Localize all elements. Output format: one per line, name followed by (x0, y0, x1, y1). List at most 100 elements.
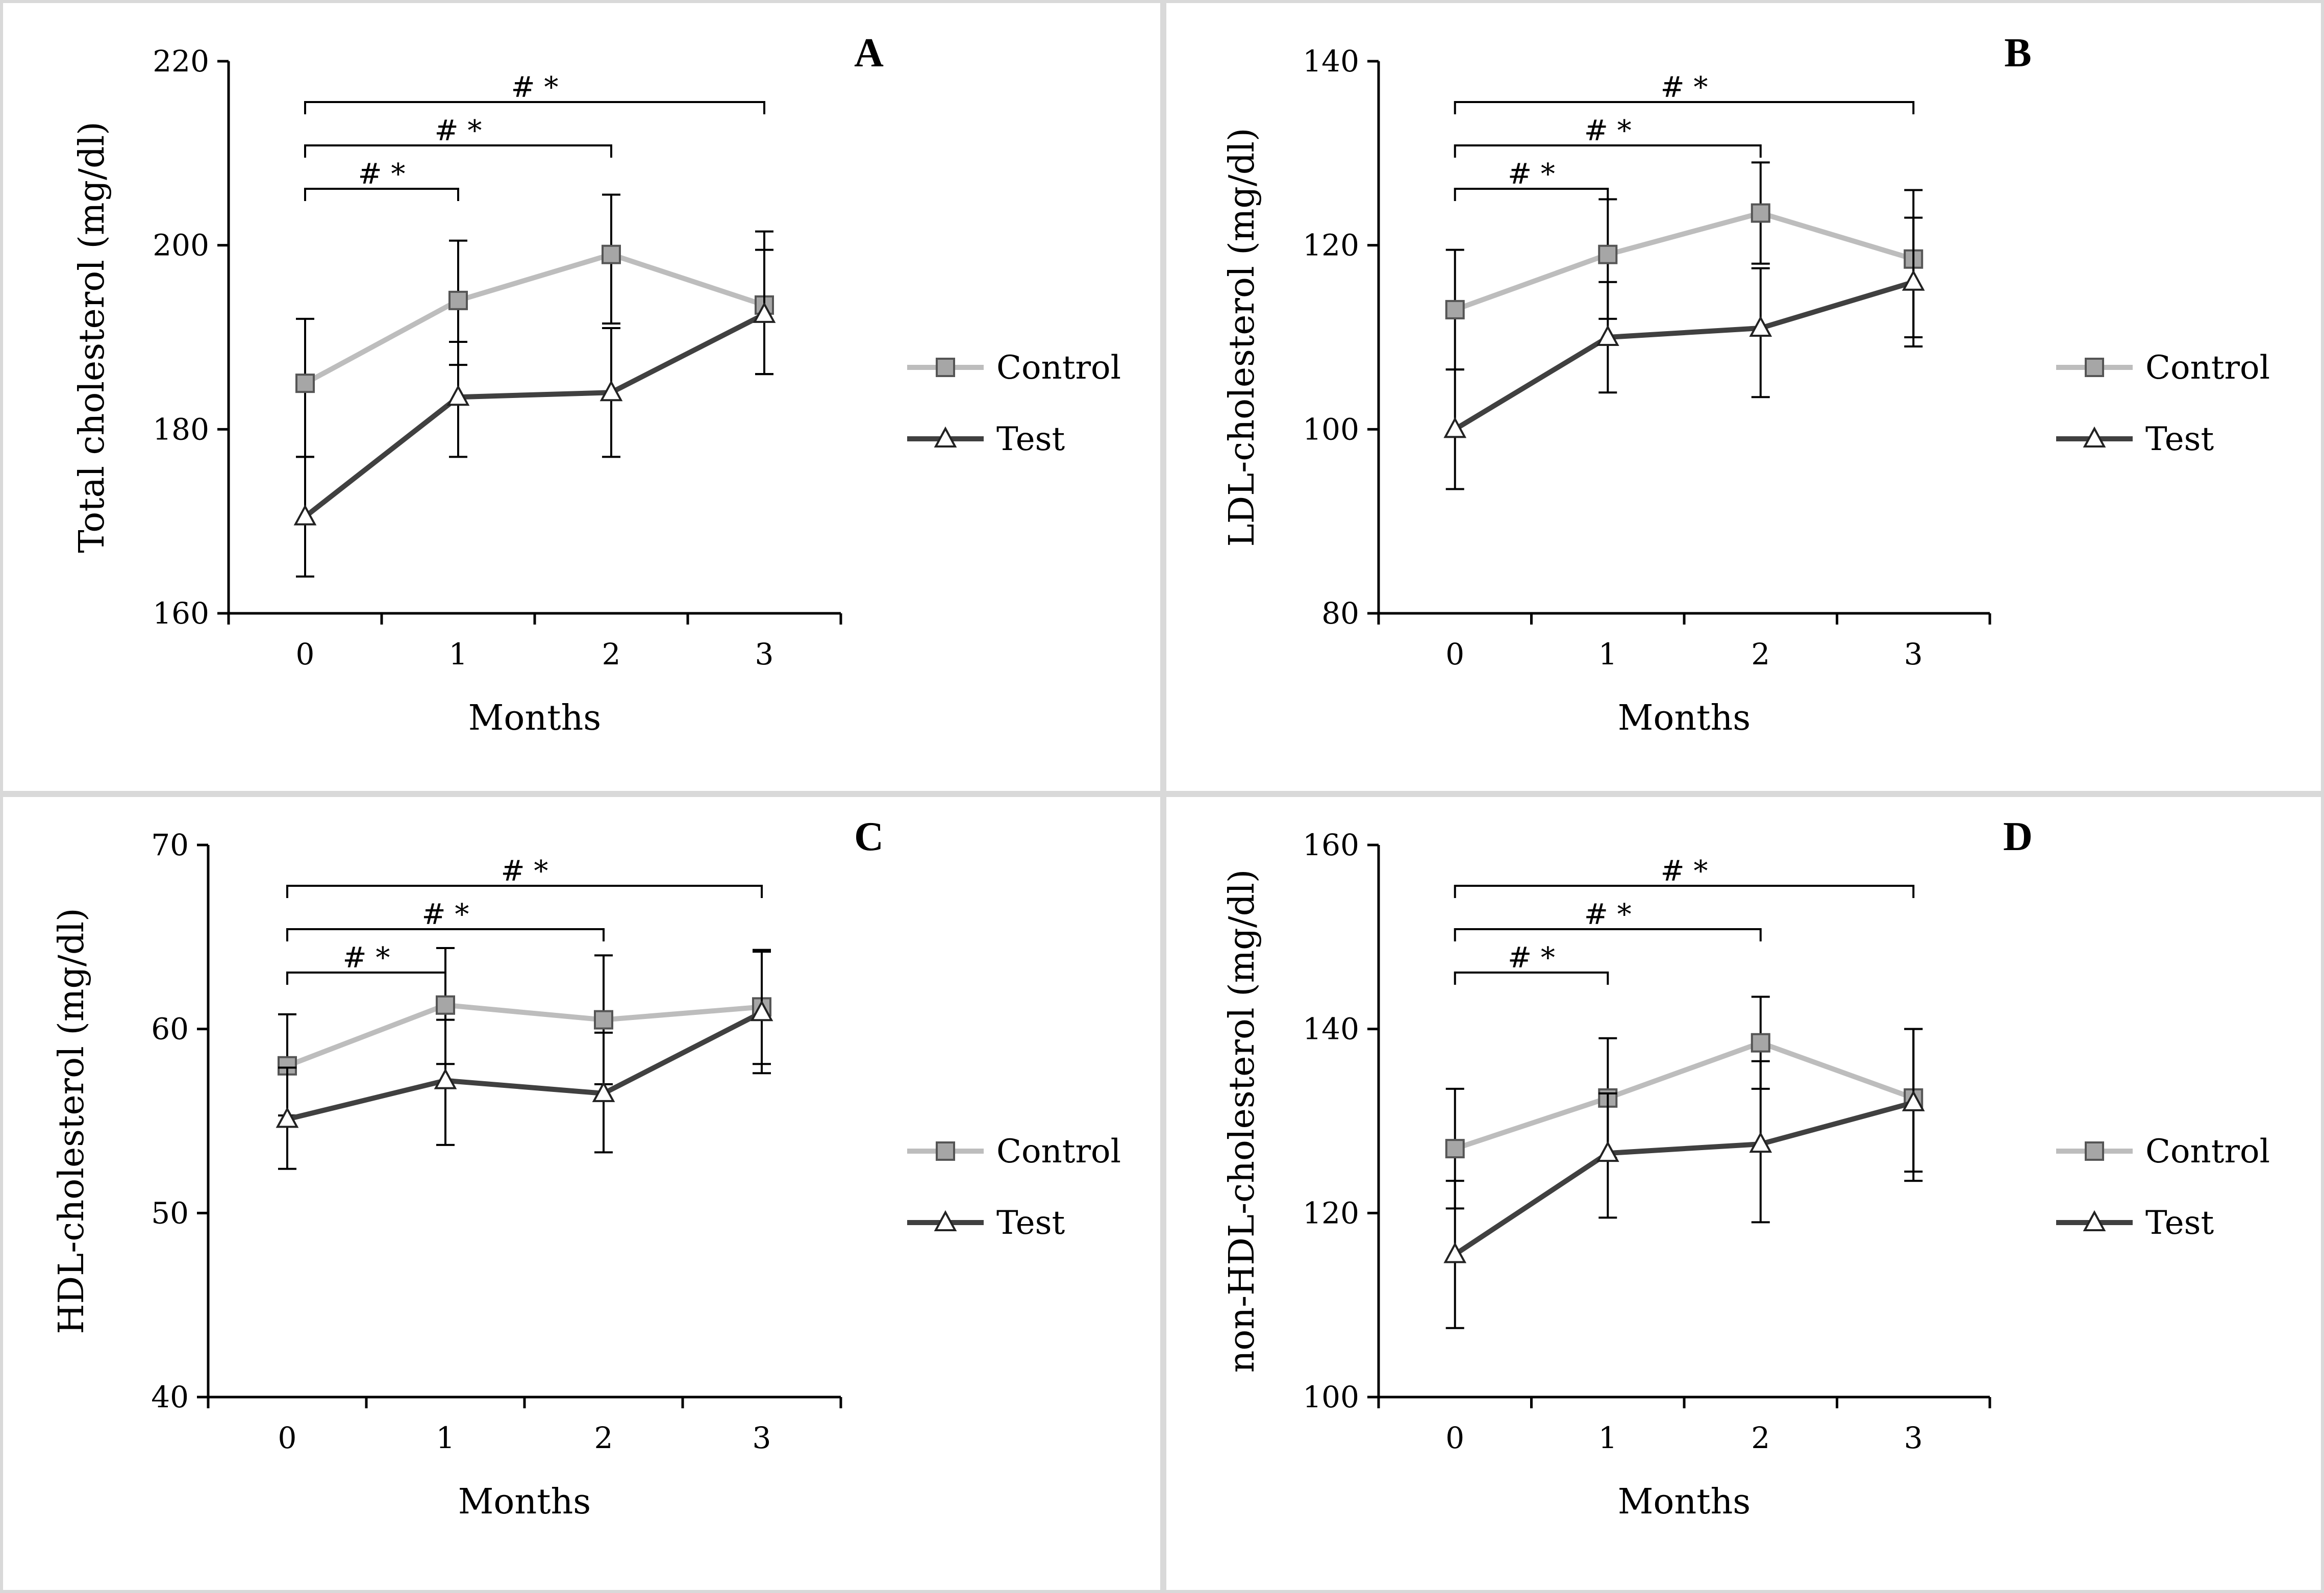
panel-letter: A (854, 31, 884, 76)
legend-marker (934, 426, 957, 447)
x-tick-label: 2 (602, 637, 621, 671)
legend-label: Control (2145, 1133, 2270, 1171)
data-point-marker (592, 1081, 615, 1102)
series-line (303, 312, 766, 519)
series-test (276, 951, 773, 1170)
legend-marker (2083, 1210, 2106, 1231)
series-line (1454, 1040, 1914, 1151)
legend-item-control: Control (2056, 1133, 2270, 1171)
legend-item-test: Test (2056, 1204, 2214, 1242)
significance-bracket (304, 144, 612, 158)
data-point-marker (594, 1010, 613, 1030)
chart-panel-c: 40 50 60 70 0 1 2 3 Months HDL-cholesterol (mg/dl… (0, 794, 1163, 1593)
x-axis-title: Months (468, 698, 601, 738)
x-tick-label: 3 (755, 637, 774, 671)
data-point-marker (1751, 203, 1770, 223)
y-axis-title: LDL-cholesterol (mg/dl) (1222, 128, 1262, 546)
data-point-marker (448, 290, 468, 310)
y-tick-label: 180 (153, 412, 209, 446)
y-axis-title: non-HDL-cholesterol (mg/dl) (1222, 869, 1262, 1373)
series-line (1454, 210, 1914, 312)
significance-label: # * (1661, 71, 1708, 104)
x-axis-title: Months (458, 1482, 591, 1522)
significance-bracket (1454, 928, 1762, 941)
data-point-marker (293, 504, 317, 526)
y-tick-label: 60 (151, 1012, 189, 1047)
data-point-marker (602, 244, 621, 264)
y-tick-label: 70 (151, 828, 189, 862)
data-point-marker (599, 380, 623, 402)
y-tick-label: 50 (151, 1196, 189, 1230)
x-tick-label: 0 (278, 1421, 297, 1455)
x-tick-label: 3 (1904, 637, 1923, 671)
significance-bracket (1454, 885, 1915, 898)
legend-marker (936, 358, 955, 377)
significance-label: # * (1508, 941, 1555, 975)
significance-label: # * (422, 898, 469, 931)
y-tick-label: 100 (1303, 1380, 1359, 1414)
significance-label: # * (1584, 898, 1632, 931)
x-tick-label: 1 (449, 637, 468, 671)
chart-panel-b: 80 100 120 140 0 1 2 3 Months LDL-cholesterol (mg… (1163, 0, 2324, 794)
legend-marker (934, 1210, 957, 1231)
significance-label: # * (358, 158, 406, 191)
x-axis-title: Months (1618, 1482, 1751, 1522)
y-tick-label: 220 (153, 44, 209, 79)
series-line (304, 252, 765, 386)
significance-label: # * (343, 941, 390, 975)
significance-bracket (1454, 972, 1609, 985)
x-tick-label: 2 (594, 1421, 613, 1455)
legend-label: Test (996, 420, 1065, 458)
series-line (286, 1010, 763, 1122)
y-tick-label: 120 (1303, 228, 1359, 263)
significance-bracket (1454, 144, 1762, 158)
legend-item-test: Test (907, 420, 1065, 458)
significance-bracket (304, 101, 765, 114)
legend-marker (2085, 1141, 2104, 1161)
data-point-marker (276, 1107, 299, 1128)
significance-bracket (1454, 188, 1609, 201)
significance-label: # * (511, 71, 559, 104)
legend-item-test: Test (907, 1204, 1065, 1242)
y-tick-label: 80 (1321, 596, 1359, 631)
legend-label: Test (996, 1204, 1065, 1242)
chart-panel-d: 100 120 140 160 0 1 2 3 Months non-HDL-cholestero… (1163, 794, 2324, 1593)
series-test (293, 248, 776, 578)
data-point-marker (436, 995, 455, 1015)
panel-frame (1163, 0, 2324, 794)
y-tick-label: 40 (151, 1380, 189, 1414)
legend-item-control: Control (2056, 349, 2270, 387)
significance-label: # * (1584, 114, 1632, 147)
data-point-marker (446, 385, 470, 406)
data-point-marker (434, 1068, 457, 1089)
panel-frame (0, 0, 1163, 794)
data-point-marker (1902, 269, 1925, 291)
significance-bracket (286, 928, 605, 941)
data-point-marker (1598, 244, 1618, 264)
chart-panel-a: 160 180 200 220 0 1 2 3 Months Total cholesterol … (0, 0, 1163, 794)
data-point-marker (1749, 1131, 1772, 1153)
series-test (1443, 216, 1925, 490)
legend-marker (936, 1141, 955, 1161)
legend-label: Control (2145, 349, 2270, 387)
data-point-marker (1749, 315, 1772, 337)
data-point-marker (1443, 417, 1467, 438)
x-tick-label: 1 (436, 1421, 455, 1455)
x-tick-label: 1 (1598, 1421, 1617, 1455)
significance-label: # * (1508, 158, 1555, 191)
data-point-marker (1596, 1140, 1619, 1162)
legend-marker (2085, 358, 2104, 377)
significance-label: # * (435, 114, 482, 147)
data-point-marker (750, 1000, 773, 1022)
x-axis-title: Months (1618, 698, 1751, 738)
x-tick-label: 0 (296, 637, 315, 671)
panel-letter: D (2003, 814, 2033, 859)
series-line (1454, 280, 1914, 432)
series-control (278, 947, 771, 1117)
y-tick-label: 200 (153, 228, 209, 263)
y-tick-label: 160 (153, 596, 209, 631)
panel-letter: B (2004, 31, 2031, 76)
legend-label: Control (996, 1133, 1121, 1171)
data-point-marker (753, 302, 776, 323)
